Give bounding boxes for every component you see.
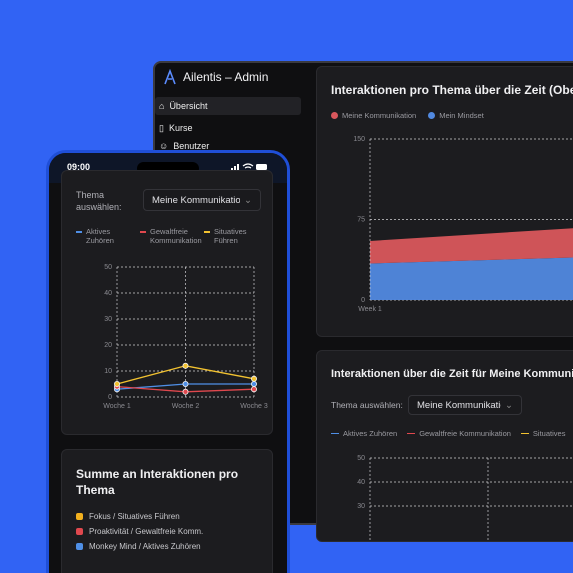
legend: Fokus / Situatives Führen Proaktivität / … [76,512,203,557]
summary-title: Summe an Interaktionen pro Thema [76,467,239,497]
chart1-panel: Interaktionen pro Thema über die Zeit (O… [316,66,573,337]
legend-swatch [140,231,146,233]
point [114,380,121,387]
legend-swatch [331,432,339,435]
select[interactable]: Meine Kommunikatio ⌄ [143,189,261,211]
legend-swatch [76,528,83,535]
legend-item: Proaktivität / Gewaltfreie Komm. [76,527,203,536]
y-tick-label: 0 [108,394,112,401]
legend-label: Gewaltfreie Kommunikation [419,429,511,438]
y-tick-label: 20 [104,342,112,349]
chart-title: Interaktionen über die Zeit für Meine Ko… [331,368,573,380]
point [182,380,189,387]
legend-label: Aktives Zuhören [343,429,398,438]
time: 09:00 [67,162,91,172]
legend-item: Situatives Führen [204,227,254,245]
x-tick-label: Woche 3 [240,403,268,410]
y-tick-label: 75 [357,216,365,223]
select[interactable]: Meine Kommunikatio ⌄ [408,395,522,415]
legend-item: Aktives Zuhören [76,227,126,245]
chart1: 0 75 150 Week 1 [353,136,573,313]
chart2-panel: Interaktionen über die Zeit für Meine Ko… [316,350,573,542]
nav-label: Kurse [168,123,193,133]
legend-label: Proaktivität / Gewaltfreie Komm. [89,527,204,536]
y-tick-label: 40 [357,479,365,486]
point [250,386,257,393]
y-tick-label: 150 [353,136,365,143]
legend-swatch [204,231,210,233]
legend-label: Mein Mindset [439,111,484,120]
legend-label: Meine Kommunikation [342,111,417,120]
x-tick-label: Woche 2 [172,403,200,410]
legend-item: Fokus / Situatives Führen [76,512,203,521]
phone-chart: 0 10 20 30 40 50 Woche 1 Woche 2 Woche 3 [103,264,268,410]
y-tick-label: 50 [104,264,112,271]
legend: Aktives Zuhören Gewaltfreie Kommunikation… [331,429,565,438]
chart-title: Interaktionen pro Thema über die Zeit (O… [331,83,573,97]
nav-item[interactable]: ▯ Kurse [159,122,193,134]
legend-label: Aktives Zuhören [86,227,114,245]
status-icons [231,163,267,171]
legend-item: Meine Kommunikation [331,111,416,120]
legend-item: Monkey Mind / Aktives Zuhören [76,542,203,551]
legend-swatch [76,513,83,520]
nav-label: Benutzer [173,141,210,151]
desktop-window: Ailentis – Admin ⌂ Übersicht ▯ Kurse ☺ Benu… [153,61,573,542]
y-tick-label: 50 [357,455,365,462]
y-tick-label: 30 [104,316,112,323]
summary-card: Summe an Interaktionen pro Thema Fokus /… [61,449,273,573]
point [250,375,257,382]
y-tick-label: 10 [104,368,112,375]
area [370,257,573,300]
area [370,228,573,264]
point [182,388,189,395]
legend-item: Situatives [520,429,566,438]
sidebar: ⌂ Übersicht ▯ Kurse ☺ Benutzer [155,97,301,155]
logo [164,69,176,85]
chart2: 30 40 50 [357,455,573,541]
point [250,380,257,387]
legend-item: Mein Mindset [428,111,484,120]
app-header: Ailentis – Admin [163,69,268,85]
legend-swatch [428,112,436,119]
legend-item: Gewaltfreie Kommunikation [140,227,202,245]
nav-item[interactable]: ⌂ Übersicht [155,97,301,115]
phone-chart-card: Thema auswählen: Meine Kommunikatio ⌄ Akt… [61,170,273,435]
nav-item[interactable]: ☺ Benutzer [159,141,210,151]
legend-swatch [331,112,338,119]
legend-swatch [520,432,529,435]
select-value: Meine Kommunikatio [152,194,240,206]
legend-swatch [76,543,83,550]
legend-label: Gewaltfreie Kommunikation [150,227,202,245]
select-label: Thema auswählen: [331,400,403,410]
phone: 09:00 Thema auswählen: Meine Kommunikati… [46,150,290,573]
y-tick-label: 30 [357,503,365,510]
legend: Aktives Zuhören Gewaltfreie Kommunikation… [76,227,254,245]
legend-label: Situatives Führen [214,227,247,245]
x-tick-label: Woche 1 [103,403,131,410]
legend-swatch [407,432,416,435]
x-tick-label: Week 1 [358,306,382,313]
app-title: Ailentis – Admin [183,70,269,84]
legend-label: Monkey Mind / Aktives Zuhören [89,542,201,551]
point [182,362,189,369]
select-label: Thema auswählen: [76,190,122,212]
select-value: Meine Kommunikatio [417,399,502,411]
nav-label: Übersicht [169,101,208,111]
y-tick-label: 40 [104,290,112,297]
legend: Meine Kommunikation Mein Mindset [331,111,484,120]
legend-label: Situatives [532,429,566,438]
legend-swatch [76,231,82,233]
legend-item: Aktives Zuhören [331,429,397,438]
legend-label: Fokus / Situatives Führen [89,512,180,521]
y-tick-label: 0 [361,297,365,304]
legend-item: Gewaltfreie Kommunikation [407,429,511,438]
